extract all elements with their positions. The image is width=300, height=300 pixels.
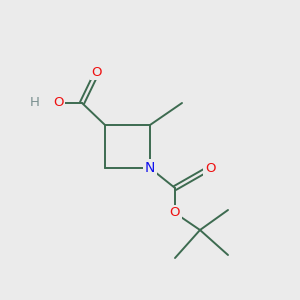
Text: N: N [145,161,155,175]
Text: O: O [170,206,180,220]
Text: O: O [205,161,215,175]
Text: O: O [92,65,102,79]
Text: H: H [30,97,40,110]
Text: O: O [53,97,63,110]
